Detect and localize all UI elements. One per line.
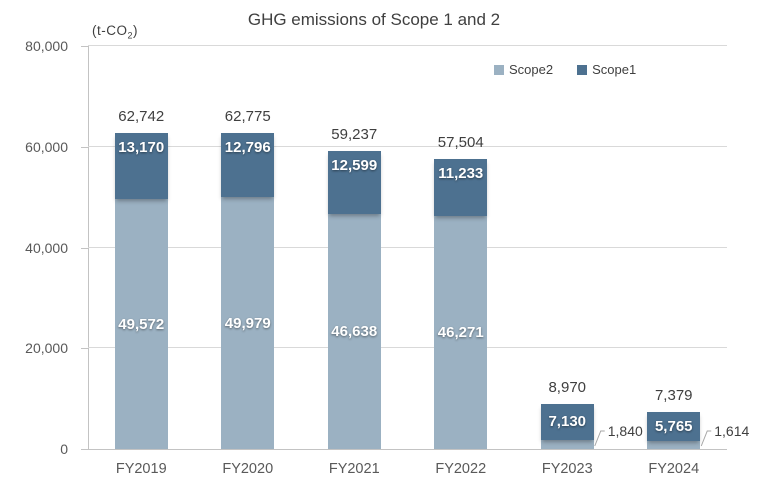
scope1-value-label: 13,170 (118, 138, 165, 156)
x-axis-label-fy2020: FY2020 (222, 461, 274, 477)
y-axis-tick (81, 449, 88, 450)
scope2-callout-label-fy2023: 1,840 (607, 423, 643, 439)
scope1-value-label: 12,599 (331, 156, 378, 174)
scope1-value-label: 11,233 (438, 165, 484, 183)
x-axis-label-fy2023: FY2023 (541, 461, 593, 477)
y-axis-unit-label: (t-CO2) (92, 23, 139, 41)
x-axis-label-fy2024: FY2024 (648, 461, 700, 477)
bar-segment-scope2-fy2019: 49,572 (114, 199, 168, 449)
gridline (88, 347, 727, 349)
x-axis-label-fy2021: FY2021 (328, 461, 380, 477)
bar-segment-scope2-fy2022: 46,271 (434, 215, 488, 449)
plot-area: 49,572 13,170 62,742 49,979 12,796 62,775 46,6… (88, 45, 727, 450)
bar-segment-scope1-fy2021: 12,599 (327, 150, 381, 215)
scope2-callout-label-fy2024: 1,614 (714, 423, 750, 439)
gridline (88, 246, 727, 248)
y-axis-tick (81, 348, 88, 350)
gridline (88, 145, 727, 147)
legend: Scope2 Scope1 (494, 62, 636, 77)
chart-title: GHG emissions of Scope 1 and 2 (247, 10, 501, 29)
scope2-value-label: 49,979 (224, 314, 271, 332)
scope2-value-label: 49,572 (118, 315, 165, 333)
x-axis-line (88, 449, 727, 450)
y-axis-tick-label: 80,000 (25, 38, 68, 54)
total-value-label: 62,742 (118, 107, 165, 125)
bar-segment-scope2-fy2023 (540, 439, 594, 449)
scope1-value-label: 7,130 (548, 413, 587, 431)
x-axis-label-fy2022: FY2022 (435, 461, 487, 477)
total-value-label: 59,237 (331, 125, 378, 143)
y-axis-tick (81, 247, 88, 249)
legend-item-scope1: Scope1 (577, 62, 636, 77)
y-axis-tick-label: 20,000 (25, 340, 68, 357)
scope2-value-label: 46,638 (331, 323, 378, 341)
y-axis-tick-label: 60,000 (25, 138, 68, 155)
y-axis-tick-label: 40,000 (25, 239, 68, 256)
legend-swatch-scope2-icon (494, 64, 504, 75)
bar-segment-scope1-fy2023: 7,130 (540, 403, 594, 440)
legend-label-scope1: Scope1 (592, 62, 637, 77)
legend-label-scope2: Scope2 (509, 62, 554, 77)
x-axis-label-fy2019: FY2019 (115, 461, 167, 477)
legend-swatch-scope1-icon (577, 64, 588, 75)
bar-segment-scope2-fy2024 (647, 440, 701, 449)
legend-item-scope2: Scope2 (494, 62, 553, 77)
scope2-value-label: 46,271 (437, 323, 484, 341)
bar-segment-scope1-fy2019: 13,170 (114, 132, 168, 200)
total-value-label: 62,775 (224, 107, 271, 125)
bar-segment-scope2-fy2021: 46,638 (327, 214, 381, 449)
y-axis-tick (81, 146, 88, 148)
bar-segment-scope1-fy2020: 12,796 (221, 132, 275, 198)
y-axis-tick-label: 0 (60, 441, 68, 457)
y-axis-tick (81, 46, 88, 47)
total-value-label: 57,504 (437, 134, 484, 152)
bar-segment-scope1-fy2024: 5,765 (647, 411, 701, 441)
total-value-label: 8,970 (548, 378, 587, 396)
bar-segment-scope1-fy2022: 11,233 (434, 159, 488, 216)
gridline (88, 45, 727, 46)
bar-segment-scope2-fy2020: 49,979 (221, 197, 275, 449)
scope1-value-label: 12,796 (224, 138, 271, 156)
y-axis-line (88, 46, 89, 450)
scope1-value-label: 5,765 (654, 417, 693, 435)
total-value-label: 7,379 (654, 386, 693, 404)
